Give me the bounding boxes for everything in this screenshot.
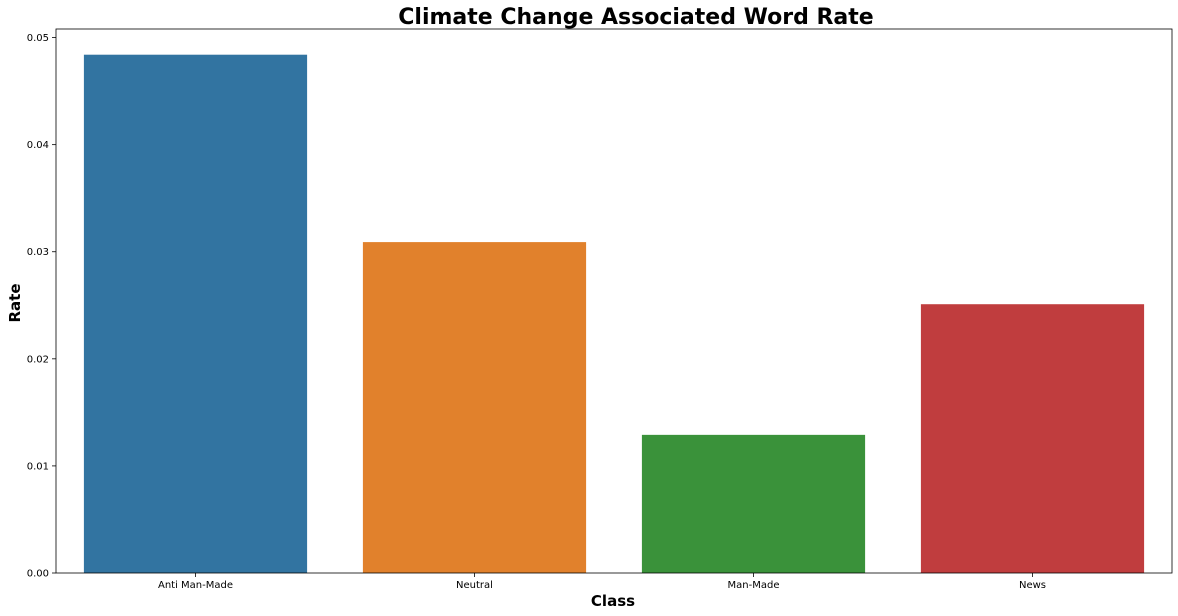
bar-anti-man-made [83,54,308,573]
bar-neutral [362,242,587,573]
x-tick-label: News [1019,580,1046,591]
y-tick-label: 0.03 [27,247,49,258]
x-tick-label: Man-Made [728,580,780,591]
x-tick-label: Anti Man-Made [158,580,233,591]
y-tick-label: 0.00 [27,569,49,580]
x-tick-label: Neutral [456,580,493,591]
chart-title: Climate Change Associated Word Rate [398,5,873,30]
bar-news [920,304,1145,573]
y-tick-label: 0.05 [27,33,49,44]
plot-area: 0.00 0.01 0.02 0.03 0.04 0.05 Anti Man-Made Neu… [27,28,1173,591]
x-axis-label: Class [591,592,635,610]
y-tick-label: 0.02 [27,354,49,365]
y-tick-label: 0.04 [27,140,49,151]
plot-frame [55,28,1173,574]
bar-man-made [641,434,866,573]
y-axis-label: Rate [6,283,24,322]
y-tick-label: 0.01 [27,461,49,472]
